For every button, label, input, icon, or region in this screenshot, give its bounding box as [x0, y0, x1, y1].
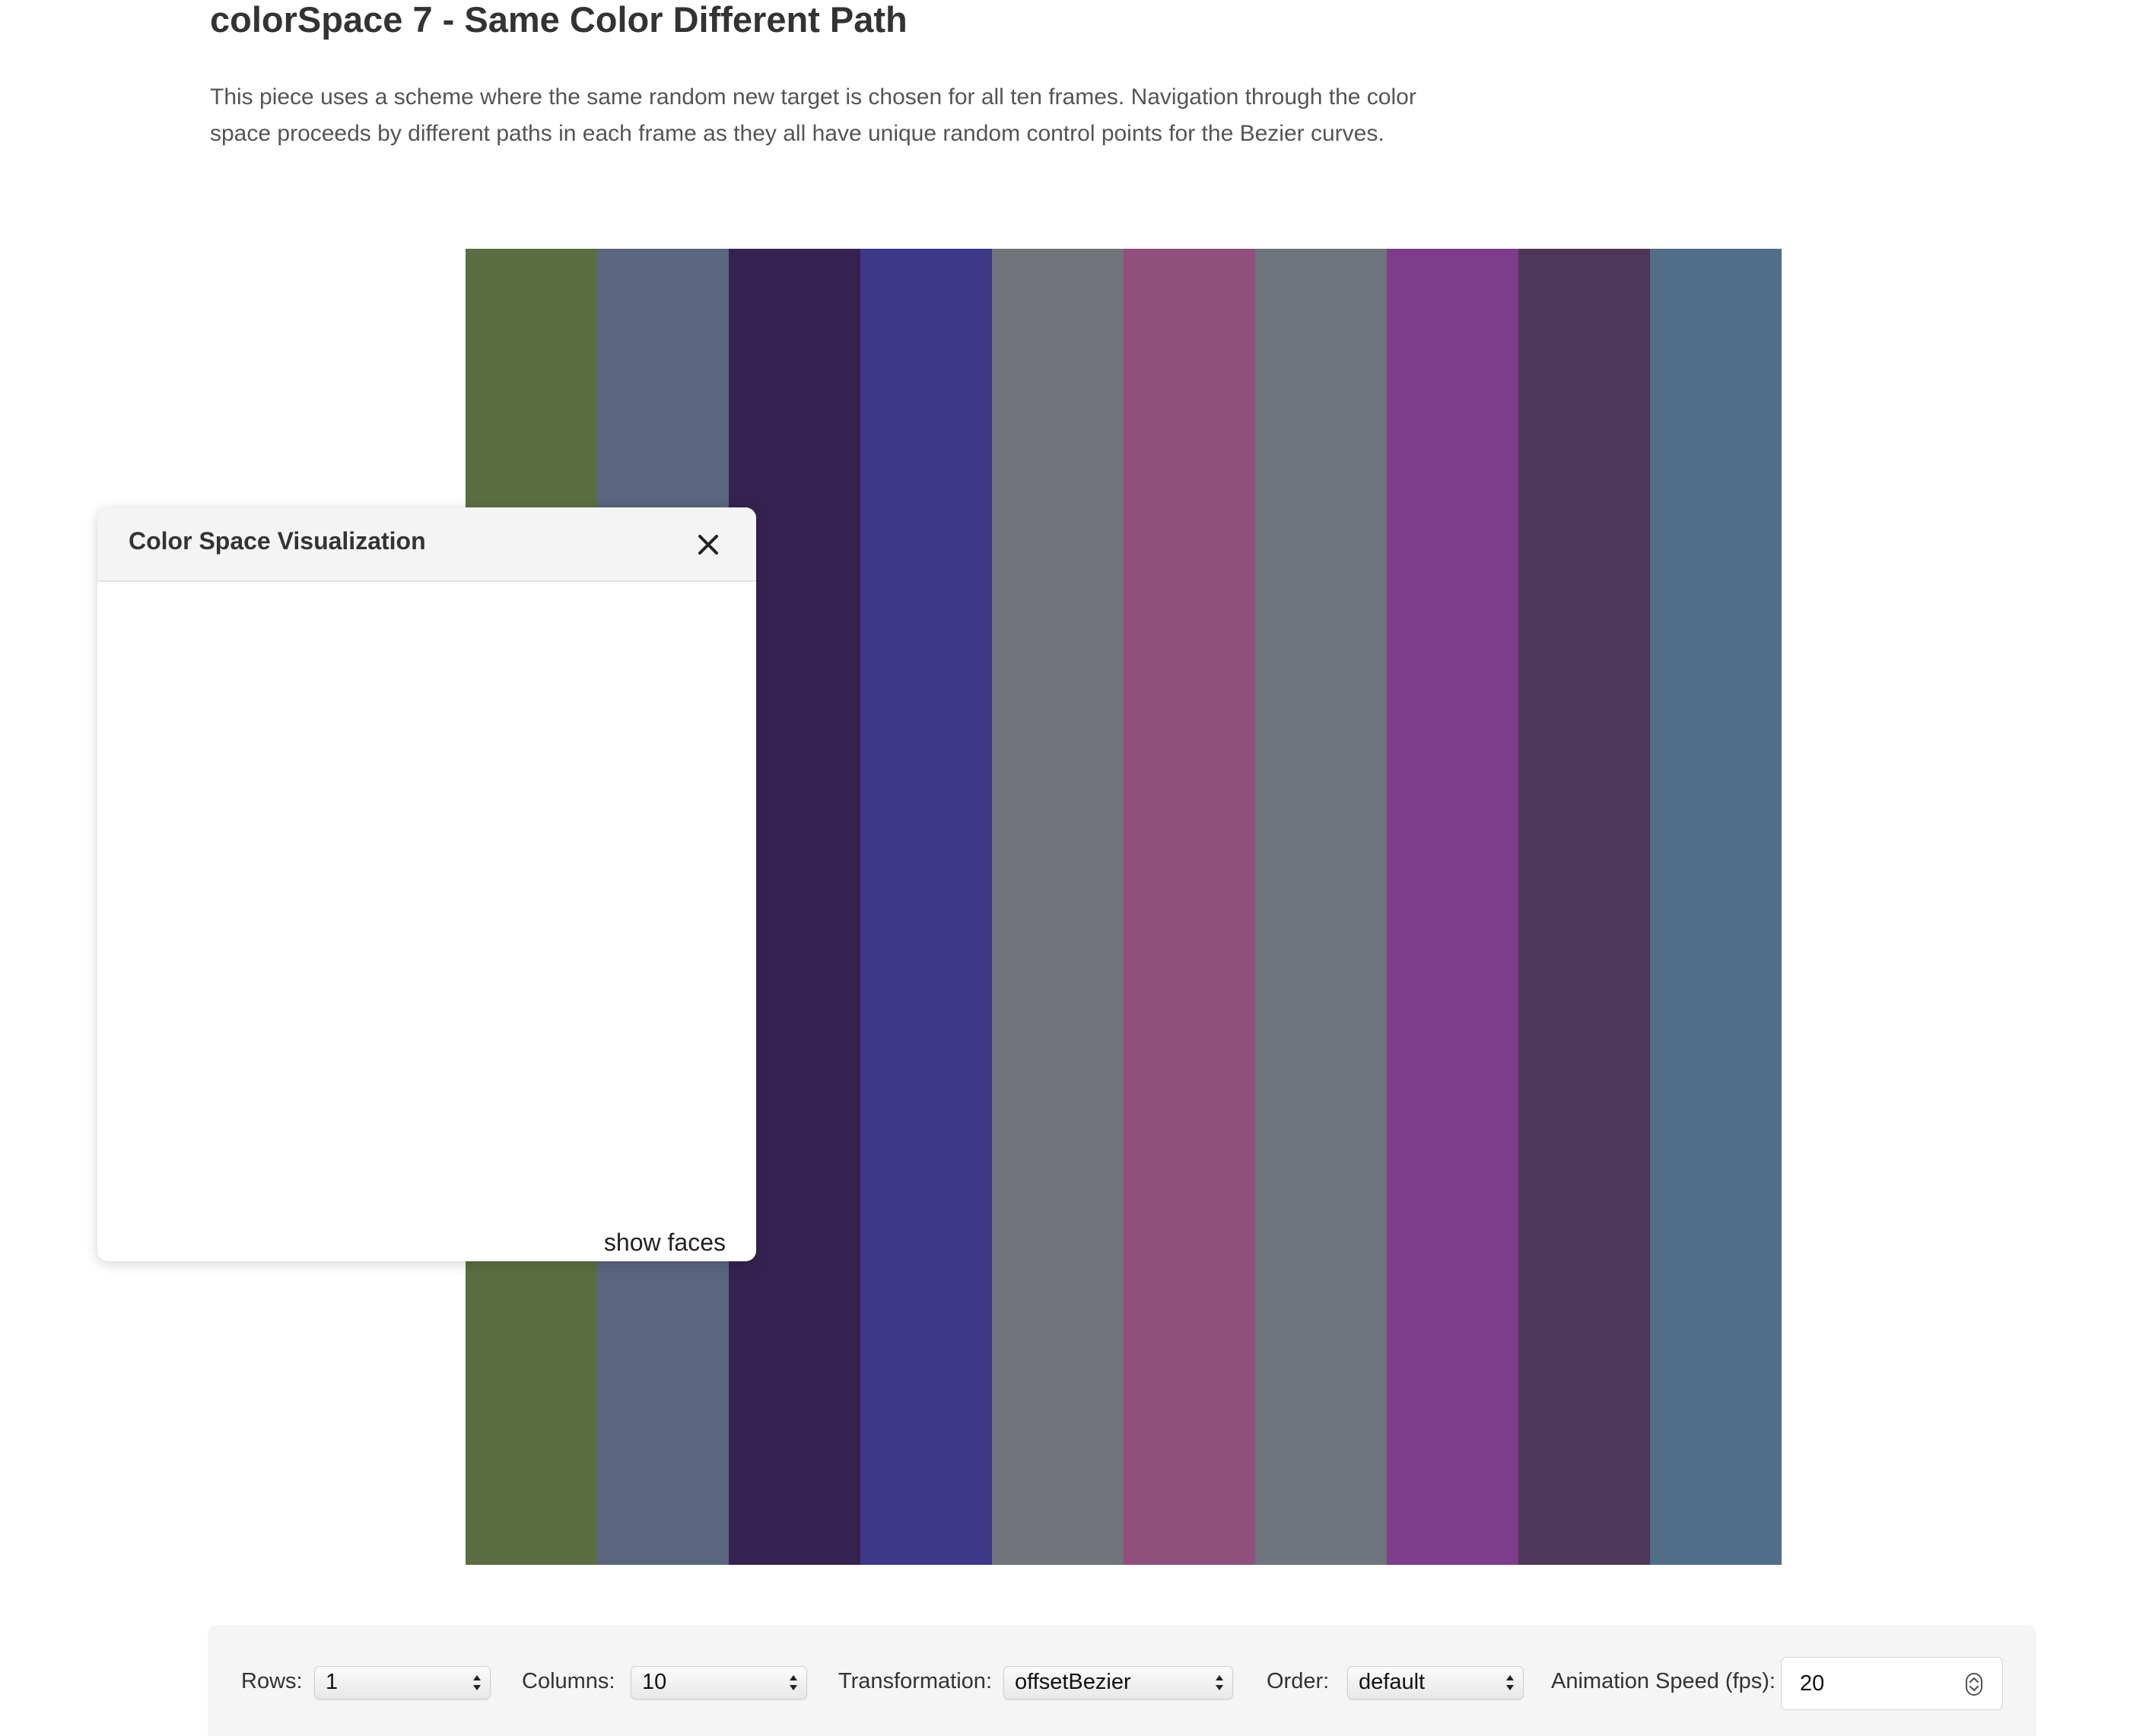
select-arrows-icon: [1216, 1675, 1223, 1690]
page-description: This piece uses a scheme where the same …: [210, 84, 1416, 146]
color-frame: [1650, 249, 1782, 1565]
controls-bar: Rows: 1 Columns: 10 Transformation: offs…: [208, 1625, 2036, 1736]
color-space-canvas[interactable]: [97, 582, 756, 1191]
rows-label: Rows:: [241, 1669, 303, 1693]
order-label: Order:: [1267, 1669, 1330, 1693]
color-frame: [992, 249, 1124, 1565]
columns-label: Columns:: [522, 1669, 615, 1693]
animation-speed-input[interactable]: 20: [1781, 1657, 2003, 1710]
animation-speed-value: 20: [1800, 1671, 1825, 1696]
color-frame: [1255, 249, 1387, 1565]
transformation-label: Transformation:: [838, 1669, 992, 1693]
select-arrows-icon: [473, 1675, 481, 1690]
select-arrows-icon: [790, 1675, 797, 1690]
color-frame: [1124, 249, 1255, 1565]
color-space-visualization-panel[interactable]: Color Space Visualization: [97, 507, 756, 1261]
panel-title: Color Space Visualization: [129, 527, 426, 555]
panel-header[interactable]: Color Space Visualization: [97, 507, 756, 582]
page-title: colorSpace 7 - Same Color Different Path: [210, 0, 908, 40]
select-arrows-icon: [1506, 1675, 1514, 1690]
columns-select[interactable]: 10: [631, 1666, 807, 1699]
order-select[interactable]: default: [1347, 1666, 1524, 1699]
transformation-select[interactable]: offsetBezier: [1003, 1666, 1233, 1699]
close-button[interactable]: [688, 524, 729, 565]
color-frame: [1387, 249, 1518, 1565]
rows-select[interactable]: 1: [314, 1666, 491, 1699]
show-faces-toggle[interactable]: show faces: [603, 1229, 726, 1256]
color-frame: [860, 249, 992, 1565]
rows-select-value: 1: [326, 1670, 339, 1694]
close-icon: [698, 535, 718, 555]
columns-select-value: 10: [642, 1670, 667, 1694]
animation-speed-label: Animation Speed (fps):: [1551, 1669, 1776, 1693]
transformation-select-value: offsetBezier: [1015, 1670, 1131, 1694]
spinner-arrows-icon[interactable]: [1966, 1673, 1982, 1696]
order-select-value: default: [1359, 1670, 1426, 1694]
color-frames: [466, 249, 1782, 1565]
color-frame: [1518, 249, 1650, 1565]
